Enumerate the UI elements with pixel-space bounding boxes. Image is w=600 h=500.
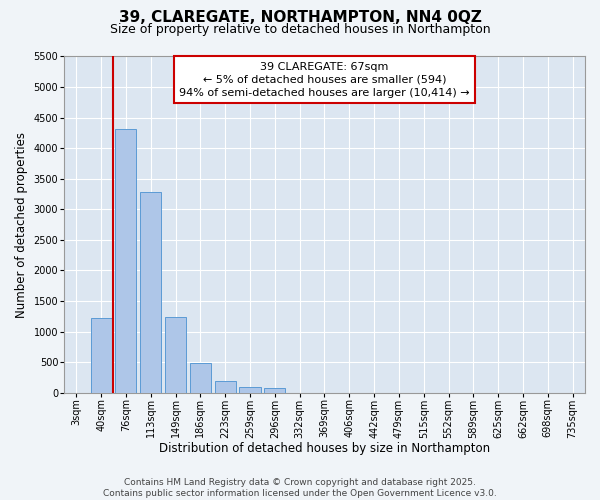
Bar [215, 380, 236, 393]
X-axis label: Distribution of detached houses by size in Northampton: Distribution of detached houses by size … [159, 442, 490, 455]
Bar [239, 386, 260, 393]
Text: 39 CLAREGATE: 67sqm
← 5% of detached houses are smaller (594)
94% of semi-detach: 39 CLAREGATE: 67sqm ← 5% of detached hou… [179, 62, 470, 98]
Bar [264, 388, 286, 393]
Bar [91, 318, 112, 393]
Text: Size of property relative to detached houses in Northampton: Size of property relative to detached ho… [110, 22, 490, 36]
Text: 39, CLAREGATE, NORTHAMPTON, NN4 0QZ: 39, CLAREGATE, NORTHAMPTON, NN4 0QZ [119, 10, 481, 25]
Bar [140, 192, 161, 393]
Bar [165, 317, 186, 393]
Text: Contains HM Land Registry data © Crown copyright and database right 2025.
Contai: Contains HM Land Registry data © Crown c… [103, 478, 497, 498]
Bar [190, 363, 211, 393]
Bar [115, 128, 136, 393]
Y-axis label: Number of detached properties: Number of detached properties [15, 132, 28, 318]
